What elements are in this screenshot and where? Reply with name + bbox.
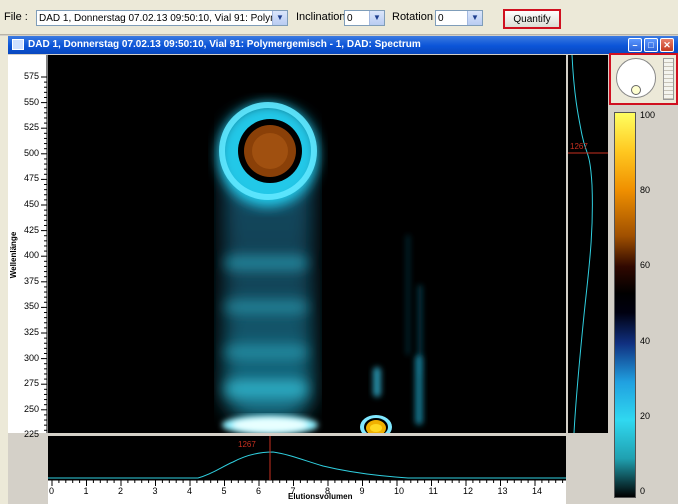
y-tick-label: 450 <box>24 199 40 209</box>
window-icon <box>12 39 24 50</box>
x-tick-label: 6 <box>256 486 262 496</box>
y-cursor-readout: 1267 <box>570 142 588 151</box>
y-axis-ruler: Wellenlänge <box>9 55 48 436</box>
wavelength-profile: 1267 <box>568 54 608 434</box>
x-tick-label: 9 <box>359 486 365 496</box>
x-tick-label: 8 <box>325 486 331 496</box>
y-tick-label: 225 <box>24 429 40 440</box>
x-tick-label: 2 <box>118 486 124 496</box>
y-axis-label: Wellenlänge <box>9 231 18 278</box>
rotation-select[interactable]: 0 ▼ <box>435 10 483 26</box>
window-titlebar[interactable]: DAD 1, Donnerstag 07.02.13 09:50:10, Via… <box>8 36 678 54</box>
x-tick-label: 12 <box>463 486 474 496</box>
intensity-colorbar <box>614 112 636 498</box>
elution-canvas: 1267 <box>48 436 566 480</box>
x-tick-label: 3 <box>152 486 158 496</box>
inclination-label: Inclination : <box>296 11 352 23</box>
x-axis-ruler <box>48 480 566 486</box>
view-rotation-control[interactable] <box>609 53 678 105</box>
minimize-button[interactable]: – <box>628 38 642 52</box>
colorbar-tick-label: 100 <box>640 110 656 120</box>
y-tick-label: 350 <box>24 301 40 312</box>
rotation-label: Rotation : <box>392 11 440 23</box>
spectrum-heatmap[interactable] <box>48 55 566 433</box>
y-tick-label: 425 <box>24 224 40 235</box>
y-tick-label: 550 <box>24 96 40 107</box>
file-label: File : <box>4 11 28 23</box>
inclination-select[interactable]: 0 ▼ <box>344 10 385 26</box>
elution-profile: 1267 <box>48 436 566 480</box>
x-tick-label: 1 <box>83 486 89 496</box>
x-axis-label: Elutionsvolumen <box>288 492 353 501</box>
y-tick-label: 325 <box>24 327 40 337</box>
y-tick-label: 375 <box>24 275 40 286</box>
file-select-value: DAD 1, Donnerstag 07.02.13 09:50:10, Via… <box>39 13 284 24</box>
x-cursor-readout: 1267 <box>238 440 256 449</box>
y-tick-label: 250 <box>24 403 40 414</box>
x-tick-label: 13 <box>497 486 508 496</box>
window-frame <box>0 36 8 504</box>
y-tick-label: 575 <box>24 71 40 81</box>
y-axis: Wellenlänge 575 550 525 500 475 450 425 400 375 3… <box>8 55 48 439</box>
chevron-down-icon[interactable]: ▼ <box>369 11 384 25</box>
x-tick-label: 14 <box>532 486 543 496</box>
colorbar-tick-label: 20 <box>640 410 651 421</box>
rotation-value: 0 <box>438 13 444 24</box>
x-tick-label: 7 <box>290 486 296 496</box>
colorbar-tick-label: 40 <box>640 335 651 346</box>
quantify-button[interactable]: Quantify <box>503 9 561 29</box>
profile-canvas: 1267 <box>568 54 608 434</box>
window-title: DAD 1, Donnerstag 07.02.13 09:50:10, Via… <box>28 39 421 50</box>
colorbar-tick-label: 0 <box>640 486 646 496</box>
inclination-slider[interactable] <box>663 58 674 100</box>
file-select[interactable]: DAD 1, Donnerstag 07.02.13 09:50:10, Via… <box>36 10 288 26</box>
inclination-value: 0 <box>347 13 353 24</box>
maximize-button[interactable]: □ <box>644 38 658 52</box>
x-tick-label: 10 <box>394 486 405 496</box>
rotation-dial[interactable] <box>616 58 656 98</box>
x-tick-label: 0 <box>49 486 55 496</box>
heatmap-canvas <box>48 55 566 433</box>
close-button[interactable]: ✕ <box>660 38 674 52</box>
y-tick-label: 500 <box>24 147 40 158</box>
dial-knob[interactable] <box>631 85 641 95</box>
chevron-down-icon[interactable]: ▼ <box>467 11 482 25</box>
y-tick-label: 475 <box>24 173 40 184</box>
chevron-down-icon[interactable]: ▼ <box>272 11 287 25</box>
y-tick-label: 400 <box>24 250 40 261</box>
colorbar-tick-label: 60 <box>640 260 651 271</box>
y-tick-label: 275 <box>24 378 40 389</box>
x-tick-label: 5 <box>221 486 227 496</box>
x-tick-label: 11 <box>428 486 438 496</box>
x-axis: 0 1 2 3 4 5 6 7 8 9 10 11 12 13 14 Elutionsvolumen <box>48 480 566 504</box>
toolbar: File : DAD 1, Donnerstag 07.02.13 09:50:… <box>0 0 678 35</box>
y-tick-label: 300 <box>24 352 40 363</box>
y-tick-label: 525 <box>24 122 40 133</box>
colorbar-tick-label: 80 <box>640 185 651 196</box>
x-tick-label: 4 <box>187 486 193 496</box>
